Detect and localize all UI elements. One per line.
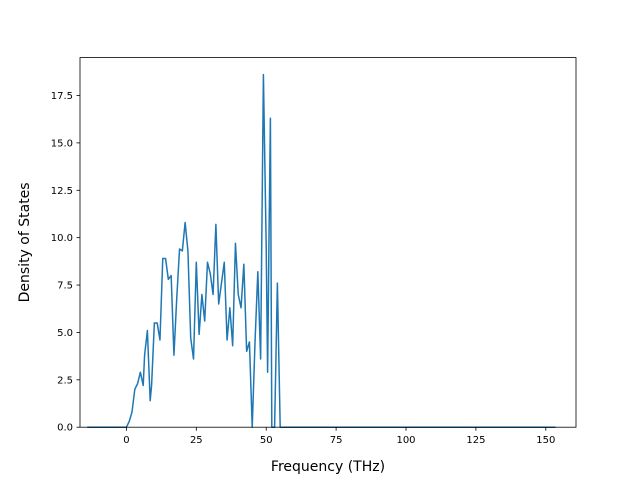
y-tick-label: 7.5 xyxy=(57,281,73,292)
x-tick-label: 75 xyxy=(330,435,343,446)
y-tick-label: 10.0 xyxy=(51,233,73,244)
y-tick-label: 5.0 xyxy=(57,328,73,339)
x-tick-label: 100 xyxy=(396,435,415,446)
x-axis-label: Frequency (THz) xyxy=(271,459,385,475)
x-tick-label: 150 xyxy=(536,435,555,446)
y-axis: 0.0 2.5 5.0 7.5 10.0 12.5 15.0 17.5 xyxy=(51,91,80,434)
y-axis-label: Density of States xyxy=(17,182,33,302)
y-tick-label: 17.5 xyxy=(51,91,73,102)
plot-area xyxy=(87,73,556,428)
plot-frame xyxy=(79,57,577,428)
y-tick-label: 2.5 xyxy=(57,375,73,386)
y-tick-label: 0.0 xyxy=(57,423,73,434)
x-axis: 0 25 50 75 100 125 150 xyxy=(123,427,555,446)
x-tick-label: 50 xyxy=(260,435,273,446)
series-line-0 xyxy=(87,73,556,428)
y-tick-label: 12.5 xyxy=(51,186,73,197)
y-tick-label: 15.0 xyxy=(51,138,73,149)
x-tick-label: 0 xyxy=(123,435,129,446)
x-tick-label: 125 xyxy=(466,435,485,446)
x-tick-label: 25 xyxy=(190,435,203,446)
